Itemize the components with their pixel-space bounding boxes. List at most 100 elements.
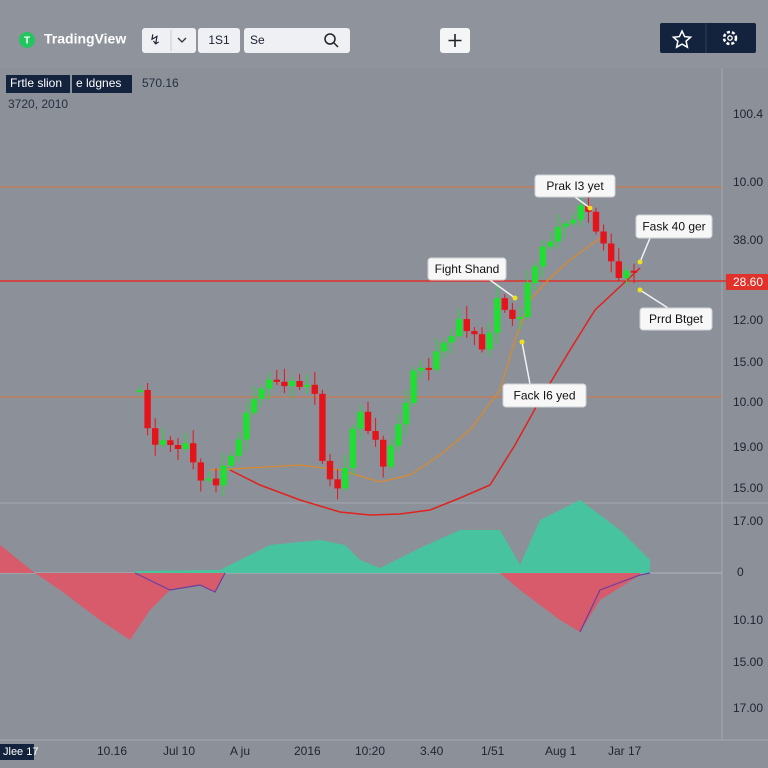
price-axis-label: 17.00 xyxy=(733,514,763,528)
candle-body xyxy=(440,342,448,352)
price-axis-label: 0 xyxy=(737,565,744,579)
annotation-pointer xyxy=(574,196,591,209)
time-axis-label: 2016 xyxy=(294,744,321,758)
candle-body xyxy=(319,393,326,461)
annotation-anchor xyxy=(587,205,593,211)
oscillator-negative xyxy=(35,573,225,640)
time-axis-label: Jlee 17 xyxy=(3,746,38,758)
price-axis-label: 12.00 xyxy=(733,313,763,327)
annotation-label: Fask 40 ger xyxy=(642,220,705,234)
candle-body xyxy=(532,266,539,283)
candle-body xyxy=(501,298,508,310)
candle-body xyxy=(174,445,182,449)
time-axis-label: 10.16 xyxy=(97,744,127,758)
candle-body xyxy=(562,223,569,227)
candle-body xyxy=(418,367,425,371)
add-icon xyxy=(448,34,462,47)
candle-body xyxy=(509,309,516,319)
annotation-label: Prak I3 yet xyxy=(546,179,604,193)
candle-body xyxy=(152,428,159,445)
candle-body xyxy=(395,424,402,446)
candle-body xyxy=(334,479,341,489)
candle-body xyxy=(258,388,265,399)
price-axis-label: 10.00 xyxy=(733,175,763,189)
candle-body xyxy=(471,331,478,335)
annotation-box xyxy=(427,257,507,281)
candle-body xyxy=(425,367,432,370)
annotation-label: Prrd Btget xyxy=(649,312,704,326)
candle-body xyxy=(205,478,212,481)
legend-price: 570.16 xyxy=(142,76,179,90)
legend-date: 3720, 2010 xyxy=(8,97,68,111)
symbol-label: Frtle slion xyxy=(10,76,62,90)
timeframe-button[interactable] xyxy=(198,28,240,53)
price-axis-label: 15.00 xyxy=(733,655,763,669)
logo-text: TradingView xyxy=(44,31,126,47)
candle-body xyxy=(478,334,486,350)
annotation-box xyxy=(502,383,587,408)
search-box[interactable] xyxy=(244,28,350,53)
candle-body xyxy=(387,445,394,467)
annotation-anchor xyxy=(519,339,525,345)
candle-body xyxy=(288,381,296,387)
candle-body xyxy=(243,412,250,440)
candle-body xyxy=(456,319,463,337)
time-axis-label: 10:20 xyxy=(355,744,385,758)
candle-body xyxy=(402,403,410,425)
candle-body xyxy=(372,431,379,440)
time-axis-label: Jar 17 xyxy=(608,744,642,758)
candle-body xyxy=(486,332,493,350)
candle-body xyxy=(608,243,615,262)
interval-button[interactable] xyxy=(142,28,196,53)
time-axis-label: 3.40 xyxy=(420,744,444,758)
candle-body xyxy=(577,205,584,220)
candle-body xyxy=(136,390,144,392)
settings-button[interactable] xyxy=(722,30,738,46)
candle-body xyxy=(364,411,372,431)
annotation-box xyxy=(534,174,616,198)
annotation-label: Fack I6 yed xyxy=(513,389,575,403)
candle-body xyxy=(448,336,455,343)
candle-body xyxy=(296,381,303,387)
candle-body xyxy=(281,381,288,387)
candle-body xyxy=(159,440,166,445)
candle-body xyxy=(235,439,242,456)
candle-body xyxy=(600,231,607,244)
oscillator-positive xyxy=(135,500,650,573)
indicator-badge xyxy=(72,75,132,93)
oscillator-signal xyxy=(579,572,651,633)
time-axis-label: Aug 1 xyxy=(545,744,577,758)
time-axis-label: A ju xyxy=(230,744,250,758)
price-axis-label: 38.00 xyxy=(733,233,763,247)
candle-body xyxy=(304,384,311,387)
candle-body xyxy=(349,428,356,468)
candle-body xyxy=(167,440,174,445)
time-badge xyxy=(0,744,34,760)
search-icon-handle xyxy=(333,42,339,48)
price-axis-label: 15.00 xyxy=(733,481,763,495)
timeframe-label: 1S1 xyxy=(208,33,230,47)
annotation-box xyxy=(639,307,713,331)
candle-body xyxy=(615,261,622,278)
annotation-pointer xyxy=(521,341,531,385)
favorite-button[interactable] xyxy=(671,29,693,49)
annotation-anchor xyxy=(637,259,643,265)
annotation-pointer xyxy=(639,237,651,263)
candle-body xyxy=(266,379,273,389)
annotation-pointer xyxy=(639,289,669,309)
settings-icon-core xyxy=(727,35,733,41)
indicator-label: e ldgnes xyxy=(76,76,121,90)
candle-body xyxy=(342,468,349,489)
time-axis-label: 1/51 xyxy=(481,744,505,758)
search-text: Se xyxy=(250,33,265,47)
interval-icon: ↯ xyxy=(149,32,161,48)
candle-body xyxy=(380,439,387,467)
chart-layer xyxy=(0,192,651,640)
candle-body xyxy=(547,241,554,247)
moving-average-slow xyxy=(229,267,641,516)
oscillator-negative xyxy=(500,573,640,632)
candle-body xyxy=(326,460,334,480)
candle-body xyxy=(144,390,151,429)
candle-body xyxy=(273,379,280,382)
